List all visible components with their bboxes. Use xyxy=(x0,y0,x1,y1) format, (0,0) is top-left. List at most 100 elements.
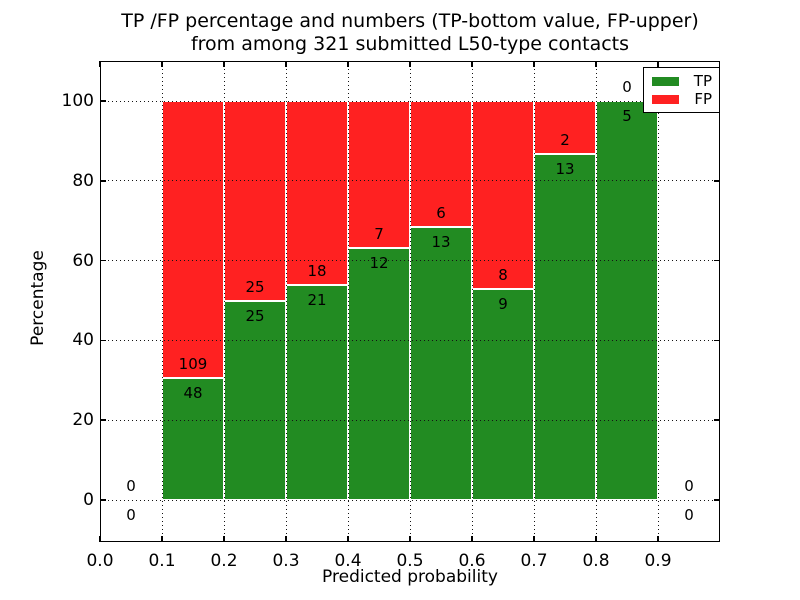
fp-count-label: 0 xyxy=(622,78,632,96)
bar-segment-fp xyxy=(286,101,348,286)
legend-label: FP xyxy=(694,89,712,108)
fp-count-label: 109 xyxy=(178,355,208,373)
y-tick-left xyxy=(100,180,106,182)
y-tick-label: 0 xyxy=(83,490,94,510)
chart-title-line1: TP /FP percentage and numbers (TP-bottom… xyxy=(121,10,699,32)
gridline-vertical xyxy=(285,61,287,542)
y-tick-left xyxy=(100,419,106,421)
x-tick-top xyxy=(471,61,473,67)
tp-swatch xyxy=(652,76,679,86)
tp-count-label: 13 xyxy=(431,233,451,251)
fp-count-label: 0 xyxy=(126,477,136,495)
tp-count-label: 48 xyxy=(183,384,203,402)
y-tick-label: 40 xyxy=(72,330,94,351)
x-tick-top xyxy=(409,61,411,67)
x-tick-label: 0.0 xyxy=(86,551,114,571)
legend-item: TP xyxy=(652,71,712,90)
fp-count-label: 6 xyxy=(436,204,446,222)
x-tick-bottom xyxy=(347,536,349,542)
y-tick-label: 80 xyxy=(72,170,94,191)
x-tick-label: 0.1 xyxy=(148,551,176,571)
bar-segment-tp xyxy=(596,101,658,500)
y-tick-right xyxy=(714,339,720,342)
y-tick-left xyxy=(100,499,106,501)
x-tick-bottom xyxy=(223,536,225,542)
tp-count-label: 5 xyxy=(622,107,632,125)
gridline-vertical xyxy=(223,61,225,542)
y-tick-right xyxy=(714,259,720,262)
tp-count-label: 25 xyxy=(245,306,265,325)
x-tick-bottom xyxy=(471,536,473,542)
bar-segment-fp xyxy=(162,101,224,378)
tp-count-label: 12 xyxy=(369,254,389,272)
legend: TP FP xyxy=(643,67,720,113)
legend-item: FP xyxy=(652,89,712,108)
plot-area: 0 0 109 48 25 25 18 21 7 12 6 13 8 9 2 13 0 5 0 0 xyxy=(99,61,720,542)
y-tick-label: 60 xyxy=(72,250,94,271)
y-tick-left xyxy=(100,259,106,262)
x-tick-bottom xyxy=(533,536,535,542)
fp-count-label: 8 xyxy=(498,265,508,284)
gridline-vertical xyxy=(409,61,411,542)
x-axis-label: Predicted probability xyxy=(322,567,498,587)
x-tick-top xyxy=(657,61,659,67)
gridline-vertical xyxy=(347,61,349,542)
gridline-vertical xyxy=(161,61,163,542)
tp-count-label: 9 xyxy=(498,294,508,313)
gridline-vertical xyxy=(533,61,535,542)
x-tick-label: 0.4 xyxy=(334,551,362,571)
bar-segment-tp xyxy=(162,378,224,500)
x-tick-label: 0.2 xyxy=(210,551,238,571)
y-tick-right xyxy=(714,180,720,182)
y-tick-label: 20 xyxy=(72,410,94,431)
bar-segment-fp xyxy=(348,101,410,248)
bar-segment-fp xyxy=(534,101,596,155)
gridline-vertical xyxy=(595,61,597,542)
bar-segment-tp xyxy=(472,288,534,500)
y-tick-right xyxy=(714,419,720,421)
chart-title-line2: from among 321 submitted L50-type contac… xyxy=(190,33,630,55)
bar-segment-tp xyxy=(348,248,410,500)
fp-count-label: 18 xyxy=(307,262,327,281)
x-tick-top xyxy=(533,61,535,67)
bar-segment-tp xyxy=(224,300,286,500)
fp-count-label: 2 xyxy=(560,131,570,150)
bar-segment-tp xyxy=(534,154,596,500)
legend-label: TP xyxy=(693,71,712,90)
y-tick-label: 100 xyxy=(61,91,94,111)
x-tick-top xyxy=(285,61,287,67)
bar-segment-fp xyxy=(410,101,472,227)
x-tick-top xyxy=(347,61,349,67)
tp-count-label: 13 xyxy=(555,160,575,179)
fp-count-label: 7 xyxy=(374,225,384,243)
x-tick-bottom xyxy=(285,536,287,542)
y-tick-left xyxy=(100,100,106,102)
x-tick-label: 0.8 xyxy=(582,551,610,571)
x-tick-top xyxy=(99,61,101,67)
bar-segment-tp xyxy=(286,285,348,500)
x-tick-label: 0.7 xyxy=(520,551,548,571)
y-tick-left xyxy=(100,339,106,342)
gridline-vertical xyxy=(657,61,659,542)
bar-segment-tp xyxy=(410,227,472,500)
x-tick-bottom xyxy=(595,536,597,542)
fp-count-label: 0 xyxy=(684,477,694,495)
fp-count-label: 25 xyxy=(245,277,265,296)
tp-count-label: 21 xyxy=(307,291,327,310)
x-tick-label: 0.6 xyxy=(458,551,486,571)
x-tick-label: 0.3 xyxy=(272,551,300,571)
x-tick-top xyxy=(595,61,597,67)
chart-title: TP /FP percentage and numbers (TP-bottom… xyxy=(121,10,699,56)
x-tick-bottom xyxy=(99,536,101,542)
x-tick-bottom xyxy=(657,536,659,542)
y-tick-right xyxy=(714,499,720,501)
x-tick-top xyxy=(161,61,163,67)
bar-segment-fp xyxy=(224,101,286,301)
fp-swatch xyxy=(652,94,679,104)
x-tick-bottom xyxy=(161,536,163,542)
x-tick-bottom xyxy=(409,536,411,542)
x-tick-label: 0.5 xyxy=(396,551,424,571)
tp-count-label: 0 xyxy=(684,506,694,524)
tp-count-label: 0 xyxy=(126,506,136,524)
